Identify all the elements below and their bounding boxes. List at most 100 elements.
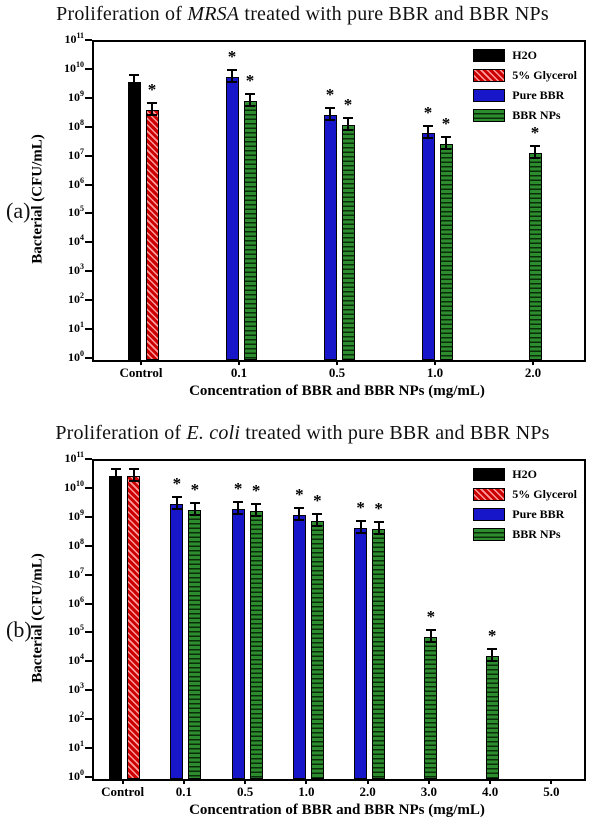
x-tick	[550, 779, 553, 784]
y-tick-label: 100	[68, 768, 84, 783]
y-tick	[85, 125, 92, 128]
significance-asterisk: *	[172, 474, 182, 494]
significance-asterisk: *	[295, 484, 304, 504]
error-bar-cap-top	[373, 520, 384, 523]
error-bar-cap-bottom	[245, 105, 255, 108]
x-tick	[427, 779, 430, 784]
x-tick-label: 1.0	[426, 365, 444, 380]
error-bar-cap-bottom	[110, 480, 121, 483]
bar-bbr-nps	[485, 655, 499, 779]
x-tick-label: 3.0	[420, 784, 437, 799]
error-bar-line	[429, 629, 432, 644]
error-bar-cap-top	[343, 117, 353, 120]
error-bar-cap-top	[441, 135, 451, 138]
error-bar-cap-bottom	[251, 515, 262, 518]
legend: H2O 5% Glycerol Pure BBR BBR NPs	[469, 45, 581, 125]
y-tick	[85, 270, 92, 273]
error-bar	[171, 496, 182, 511]
significance-asterisk: *	[313, 490, 322, 510]
legend-entry-h2o: H2O	[473, 47, 577, 63]
error-bar-line	[249, 93, 251, 108]
x-tick-label: Control	[119, 365, 163, 380]
y-tick-label: 109	[68, 88, 84, 104]
panel-label-a: (a)	[6, 198, 31, 223]
y-tick	[85, 96, 92, 99]
legend-label-pure-bbr: Pure BBR	[512, 506, 565, 521]
panel-label-b: (b)	[6, 617, 32, 642]
x-tick-label: 1.0	[298, 784, 315, 799]
error-bar	[425, 629, 436, 644]
y-tick	[85, 486, 92, 489]
error-bar-cap-top	[171, 496, 182, 499]
y-tick-label: 1011	[64, 31, 84, 46]
error-bar	[487, 647, 498, 662]
y-tick	[85, 573, 92, 576]
y-tick	[85, 718, 92, 721]
error-bar-cap-bottom	[325, 118, 335, 121]
y-tick	[85, 544, 92, 547]
error-bar-cap-top	[227, 69, 237, 72]
x-tick-label: 0.5	[237, 784, 254, 799]
legend-label-h2o: H2O	[512, 466, 537, 481]
x-tick	[366, 779, 369, 784]
error-bar-line	[298, 506, 301, 521]
error-bar-cap-bottom	[129, 86, 139, 89]
legend-entry-bbr-nps: BBR NPs	[473, 107, 577, 123]
x-tick-label: 0.1	[230, 365, 248, 380]
y-tick-label: 105	[68, 204, 84, 220]
y-tick	[85, 660, 92, 663]
y-tick	[85, 458, 92, 460]
error-bar-line	[377, 520, 380, 535]
y-tick	[85, 241, 92, 244]
significance-asterisk: *	[227, 47, 237, 67]
chart-b-title-suffix: treated with pure BBR and BBR NPs	[240, 422, 550, 444]
error-bar-cap-top	[251, 503, 262, 506]
error-bar-cap-top	[423, 125, 433, 128]
error-bar	[189, 502, 200, 517]
y-tick	[85, 67, 92, 70]
x-tick	[140, 360, 142, 365]
legend-swatch-bbr-nps	[473, 108, 506, 122]
y-tick-label: 108	[68, 536, 84, 552]
y-tick-label: 103	[68, 262, 84, 278]
legend-entry-pure-bbr: Pure BBR	[473, 87, 577, 103]
error-bar-cap-top	[147, 101, 157, 104]
error-bar	[128, 468, 139, 483]
x-tick	[336, 360, 338, 365]
error-bar	[441, 135, 451, 150]
error-bar-cap-bottom	[425, 641, 436, 644]
legend-swatch-pure-bbr	[473, 507, 506, 521]
x-tick-label: 0.1	[175, 784, 192, 799]
bar-pure-bbr	[231, 508, 245, 779]
error-bar-line	[193, 502, 196, 517]
legend-label-pure-bbr: Pure BBR	[512, 87, 565, 102]
legend-entry-bbr-nps: BBR NPs	[473, 526, 577, 542]
bar-pure-bbr	[170, 504, 184, 779]
error-bar-line	[534, 144, 536, 159]
chart-b-title-organism: E. coli	[186, 422, 241, 444]
error-bar-cap-top	[425, 629, 436, 632]
error-bar-cap-bottom	[373, 532, 384, 535]
chart-a-title-prefix: Proliferation of	[56, 3, 188, 25]
y-tick-label: 104	[68, 233, 84, 249]
legend-label-bbr-nps: BBR NPs	[512, 526, 561, 541]
bar-bbr-nps	[439, 143, 453, 360]
y-tick	[85, 515, 92, 518]
error-bar-line	[255, 503, 258, 518]
error-bar-line	[329, 106, 331, 121]
error-bar-line	[133, 74, 135, 89]
error-bar	[343, 117, 353, 132]
error-bar-cap-bottom	[343, 129, 353, 132]
bar-h2o	[109, 476, 123, 779]
y-tick	[85, 357, 92, 359]
x-tick-label: Control	[101, 784, 145, 799]
y-tick-label: 102	[68, 291, 84, 307]
error-bar-cap-top	[128, 468, 139, 471]
error-bar-line	[316, 512, 319, 527]
error-bar-cap-bottom	[147, 113, 157, 116]
bar-bbr-nps	[424, 637, 438, 779]
y-tick-label: 1011	[64, 450, 84, 465]
error-bar	[373, 520, 384, 535]
error-bar	[423, 125, 433, 140]
y-tick-label: 104	[68, 652, 84, 668]
